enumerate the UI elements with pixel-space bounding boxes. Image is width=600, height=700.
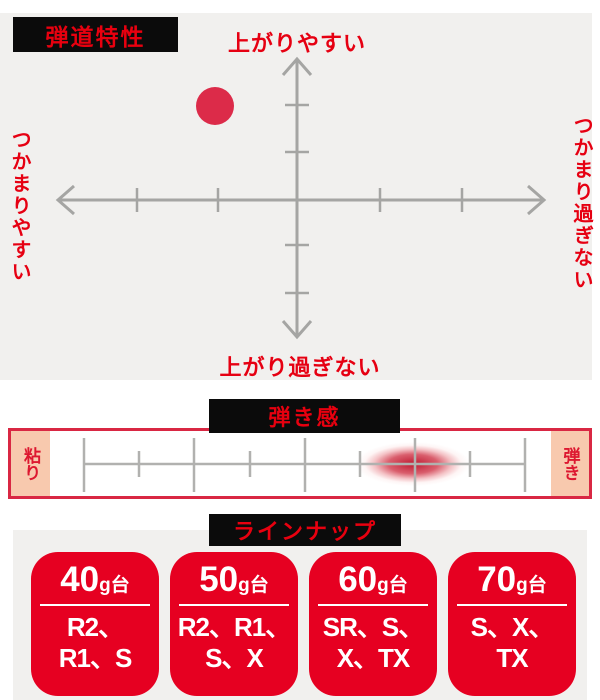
feel-scale-bar: 粘り 弾き xyxy=(8,428,592,499)
lineup-card-40g: 40g台 R2、 R1、S xyxy=(31,552,159,696)
card-flex-options: SR、S、 X、TX xyxy=(322,612,424,673)
lineup-card-50g: 50g台 R2、R1、 S、X xyxy=(170,552,298,696)
card-divider xyxy=(457,604,567,606)
lineup-cards: 40g台 R2、 R1、S 50g台 R2、R1、 S、X 60g台 SR、S、… xyxy=(31,552,576,696)
weight-suffix: g台 xyxy=(99,575,130,596)
feel-scale-ticks xyxy=(82,438,527,492)
data-point-dot xyxy=(196,87,234,125)
lineup-card-60g: 60g台 SR、S、 X、TX xyxy=(309,552,437,696)
card-weight-label: 70g台 xyxy=(477,562,547,597)
card-flex-options: R2、 R1、S xyxy=(58,612,133,673)
feel-right-label: 弾き xyxy=(560,446,580,481)
trajectory-title: 弾道特性 xyxy=(45,23,146,50)
weight-suffix: g台 xyxy=(377,575,408,596)
trajectory-chart xyxy=(55,56,547,340)
axis-label-bottom: 上がり過ぎない xyxy=(219,355,381,380)
axis-label-right: つかまり過ぎない xyxy=(570,114,592,291)
trajectory-title-box: 弾道特性 xyxy=(13,17,178,52)
lineup-title: ラインナップ xyxy=(232,519,377,544)
card-flex-options: S、X、 TX xyxy=(470,612,555,673)
card-divider xyxy=(40,604,150,606)
weight-number: 40 xyxy=(60,560,100,599)
arrow-left-icon xyxy=(55,184,75,216)
lineup-card-70g: 70g台 S、X、 TX xyxy=(448,552,576,696)
lineup-title-box: ラインナップ xyxy=(209,514,401,546)
card-flex-options: R2、R1、 S、X xyxy=(177,612,291,673)
feel-title-box: 弾き感 xyxy=(209,399,400,433)
feel-right-cap: 弾き xyxy=(551,431,589,496)
card-weight-label: 40g台 xyxy=(60,562,130,597)
axis-label-left: つかまりやすい xyxy=(8,129,30,283)
arrow-down-icon xyxy=(281,320,313,340)
feel-left-cap: 粘り xyxy=(11,431,50,496)
weight-suffix: g台 xyxy=(238,575,269,596)
arrow-right-icon xyxy=(527,184,547,216)
card-weight-label: 50g台 xyxy=(199,562,269,597)
axis-label-top: 上がりやすい xyxy=(227,31,366,56)
card-divider xyxy=(318,604,428,606)
arrow-up-icon xyxy=(281,56,313,76)
weight-number: 60 xyxy=(338,560,378,599)
weight-suffix: g台 xyxy=(516,575,547,596)
weight-number: 70 xyxy=(477,560,517,599)
feel-left-label: 粘り xyxy=(21,446,40,481)
card-divider xyxy=(179,604,289,606)
horizontal-axis xyxy=(55,184,547,216)
feel-title: 弾き感 xyxy=(268,405,341,430)
vertical-axis xyxy=(281,56,313,340)
card-weight-label: 60g台 xyxy=(338,562,408,597)
weight-number: 50 xyxy=(199,560,239,599)
